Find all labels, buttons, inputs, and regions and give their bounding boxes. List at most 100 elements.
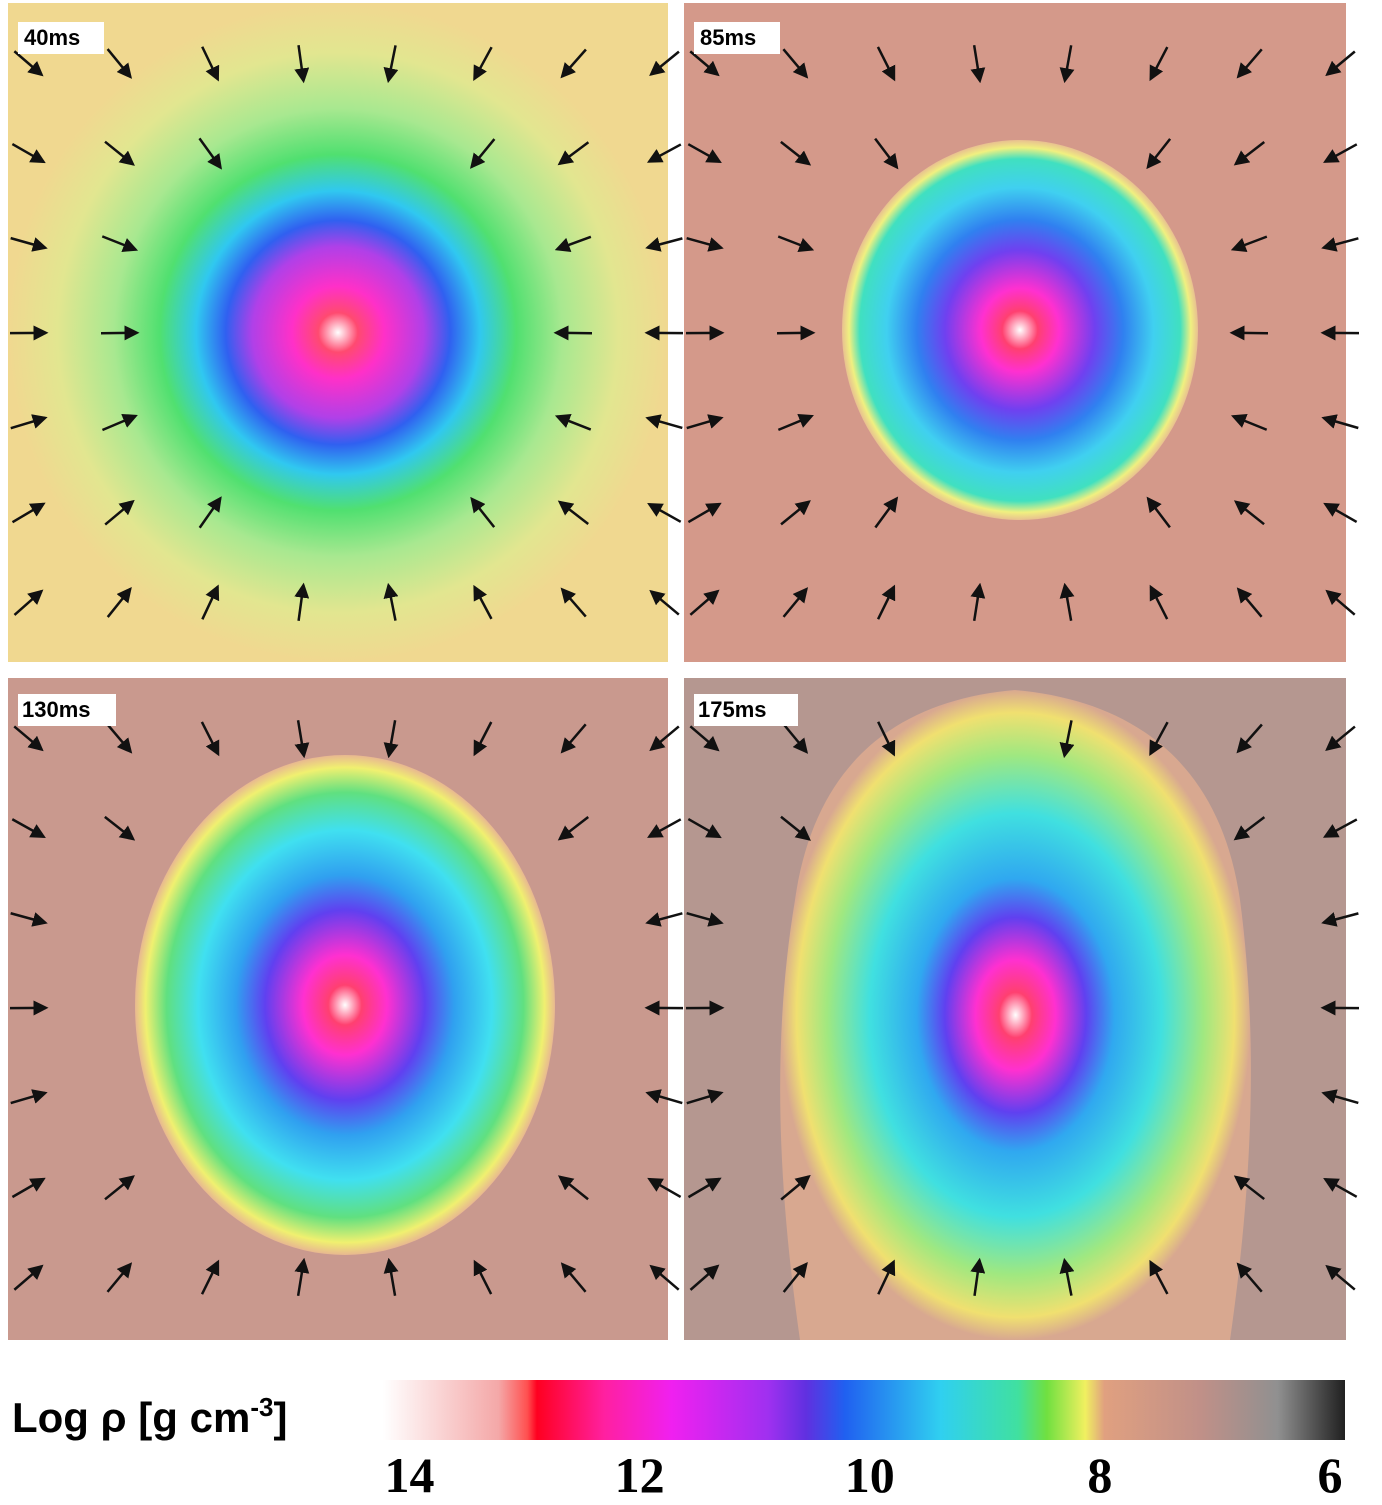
- arrow: [1325, 725, 1356, 751]
- arrow: [970, 1257, 986, 1297]
- arrow: [646, 143, 682, 163]
- label-box: [18, 22, 104, 54]
- arrow: [1323, 143, 1358, 163]
- arrow: [104, 1175, 135, 1201]
- arrow: [554, 414, 592, 431]
- arrow: [104, 140, 135, 166]
- arrow: [383, 582, 399, 621]
- arrow: [104, 815, 136, 841]
- arrow: [106, 587, 132, 618]
- arrow: [645, 1089, 683, 1105]
- arrow: [101, 413, 138, 432]
- arrow: [106, 48, 133, 79]
- arrow: [1325, 50, 1356, 77]
- arrow: [1325, 589, 1356, 616]
- arrow: [10, 414, 48, 430]
- arrow: [686, 237, 724, 252]
- arrow: [777, 413, 814, 432]
- arrow: [689, 1264, 720, 1291]
- arrow: [780, 140, 812, 166]
- arrow: [1236, 587, 1263, 618]
- arrow: [686, 414, 724, 430]
- arrow: [686, 1089, 724, 1105]
- arrow: [1233, 1175, 1265, 1201]
- density-map: [780, 690, 1251, 1340]
- arrow: [1059, 45, 1075, 84]
- arrow: [13, 589, 44, 616]
- arrow: [1321, 237, 1359, 252]
- arrow: [1059, 1257, 1075, 1296]
- arrow: [470, 138, 496, 169]
- colorbar: [383, 1380, 1345, 1440]
- density-map: [842, 140, 1198, 520]
- arrow: [473, 584, 493, 620]
- arrow: [876, 46, 896, 82]
- arrow: [687, 502, 722, 524]
- arrow: [200, 1259, 220, 1295]
- label-box: [694, 694, 798, 726]
- arrow: [1236, 48, 1263, 79]
- arrow: [780, 815, 811, 841]
- arrow: [970, 45, 986, 84]
- arrow: [647, 1177, 682, 1199]
- arrow: [777, 235, 815, 252]
- label-text: ]: [273, 1394, 287, 1441]
- arrow: [470, 496, 496, 528]
- arrow: [557, 500, 589, 526]
- arrow: [782, 723, 809, 754]
- panel-label: 40ms: [24, 25, 80, 50]
- tick-label: 12: [615, 1447, 665, 1503]
- arrow: [101, 235, 139, 253]
- arrow: [645, 912, 683, 927]
- arrow: [1146, 138, 1172, 170]
- arrow: [649, 1264, 680, 1291]
- arrow: [874, 496, 899, 529]
- label-superscript: -3: [250, 1392, 273, 1422]
- arrow: [1325, 1264, 1356, 1291]
- arrow: [13, 1264, 44, 1291]
- arrow: [1322, 818, 1358, 838]
- arrow: [782, 1262, 808, 1293]
- arrow: [10, 236, 48, 252]
- arrow: [473, 1259, 493, 1295]
- panel-labels: 40ms 85ms 130ms 175ms: [18, 22, 798, 726]
- arrow: [1146, 496, 1171, 529]
- arrow: [1236, 723, 1263, 754]
- arrow: [198, 137, 223, 170]
- arrow: [1149, 46, 1169, 82]
- arrow: [201, 46, 220, 82]
- panel-label: 130ms: [22, 697, 91, 722]
- arrow: [557, 816, 590, 841]
- arrow: [1149, 721, 1169, 757]
- arrow: [1233, 500, 1265, 526]
- arrow: [1149, 1259, 1169, 1295]
- panel: [8, 678, 668, 1340]
- arrow: [200, 721, 220, 757]
- arrow: [11, 502, 46, 524]
- arrow: [649, 589, 680, 616]
- arrow: [1233, 141, 1266, 166]
- arrow: [1323, 1177, 1358, 1198]
- density-map: [135, 755, 555, 1255]
- tick-label: 6: [1318, 1447, 1343, 1503]
- arrow: [649, 50, 680, 76]
- arrow: [11, 1177, 46, 1199]
- arrow: [383, 1257, 399, 1296]
- arrow: [1059, 720, 1075, 759]
- arrow: [687, 143, 722, 164]
- label-box: [694, 22, 780, 54]
- arrow: [383, 45, 399, 84]
- arrow: [687, 818, 722, 839]
- arrow: [1233, 816, 1266, 841]
- arrow: [1321, 912, 1359, 927]
- arrow: [649, 725, 680, 752]
- tick-label: 8: [1087, 1447, 1112, 1503]
- arrow: [645, 237, 683, 252]
- arrow: [557, 1175, 589, 1201]
- arrow: [11, 142, 46, 164]
- arrow: [294, 1257, 310, 1296]
- arrow: [1230, 235, 1268, 252]
- panel-label: 175ms: [698, 697, 767, 722]
- arrow: [647, 818, 682, 838]
- arrow: [557, 141, 590, 166]
